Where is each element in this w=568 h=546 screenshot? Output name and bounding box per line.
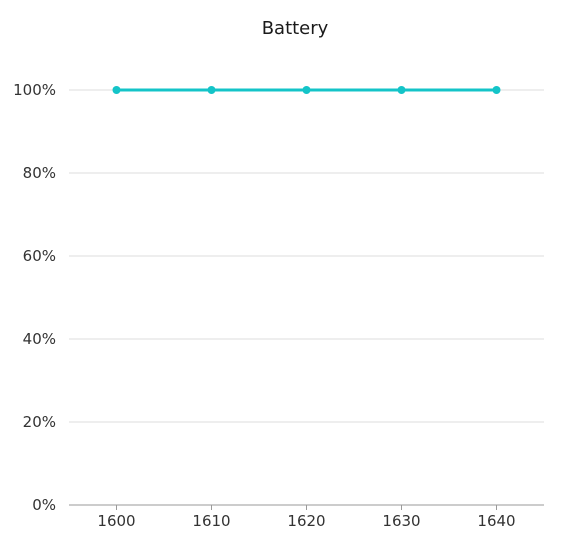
gridlines [69, 89, 544, 423]
y-tick-label-20: 20% [23, 413, 56, 431]
y-axis-tick-labels: 0% 20% 40% 60% 80% 100% [13, 81, 56, 514]
data-point-1610 [207, 86, 216, 94]
x-tick-label-1600: 1600 [97, 512, 135, 530]
x-tick-label-1620: 1620 [287, 512, 325, 530]
series-layer [112, 86, 501, 94]
data-point-1600 [112, 86, 121, 94]
x-tick-label-1630: 1630 [382, 512, 420, 530]
y-tick-label-0: 0% [32, 496, 56, 514]
y-tick-label-80: 80% [23, 164, 56, 182]
data-point-1630 [397, 86, 406, 94]
data-point-1620 [302, 86, 311, 94]
y-tick-label-60: 60% [23, 247, 56, 265]
y-tick-label-40: 40% [23, 330, 56, 348]
y-tick-label-100: 100% [13, 81, 56, 99]
x-tick-label-1640: 1640 [477, 512, 515, 530]
x-axis-tick-labels: 1600 1610 1620 1630 1640 [97, 505, 516, 530]
x-tick-label-1610: 1610 [192, 512, 230, 530]
chart-title: Battery [262, 18, 329, 39]
data-point-1640 [492, 86, 501, 94]
